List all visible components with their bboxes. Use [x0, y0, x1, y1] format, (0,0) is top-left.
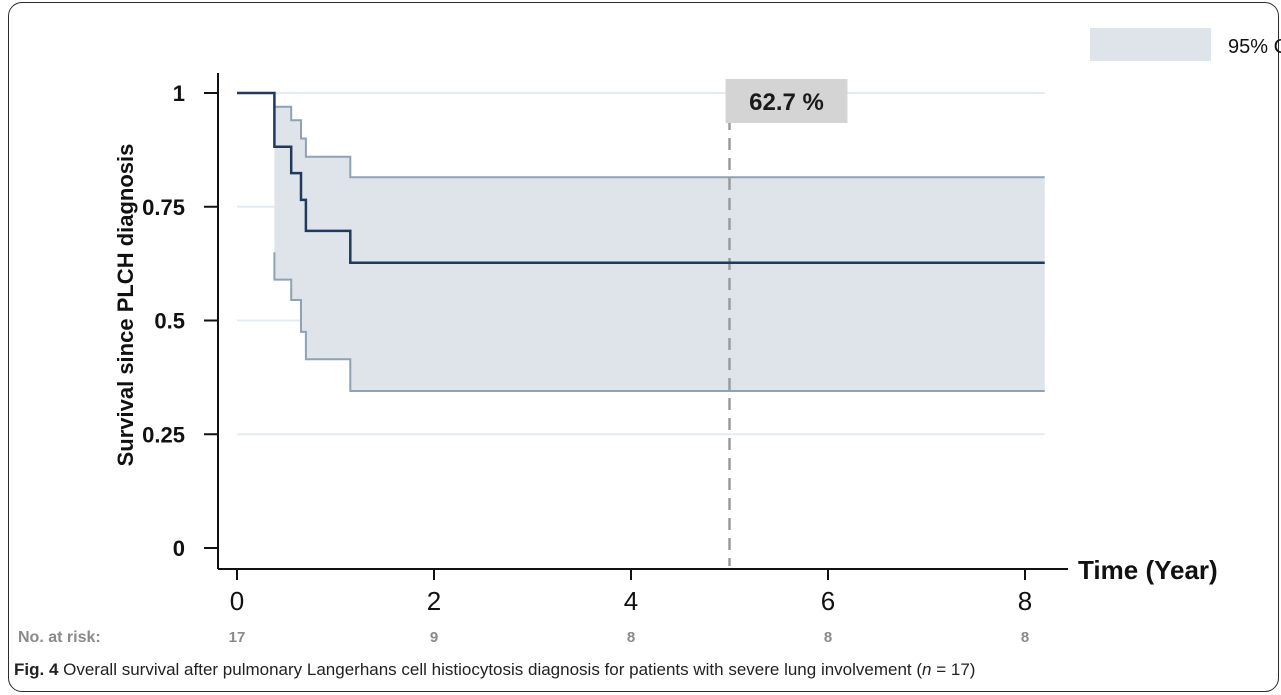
x-tick-label: 8: [1018, 586, 1032, 616]
legend-swatch-ci: [1090, 28, 1211, 61]
y-tick-label: 1: [173, 81, 185, 106]
y-tick-label: 0: [173, 536, 185, 561]
risk-count: 8: [824, 629, 832, 646]
annotation-layer: 62.7 %: [725, 79, 848, 566]
risk-count: 8: [627, 629, 635, 646]
ci-lower-line: [273, 252, 1045, 392]
figure-caption: Fig. 4 Overall survival after pulmonary …: [14, 660, 975, 680]
risk-table-label: No. at risk:: [18, 629, 101, 646]
survival-line: [237, 91, 1045, 264]
y-tick-label: 0.5: [154, 309, 185, 334]
axes: 0 0.25 0.5 0.75 1 0 2 4 6 8 Time (Year) Survival si…: [113, 73, 1218, 616]
figure-frame: [8, 2, 1279, 692]
survival-chart: 62.7 % 0 0.25 0.5 0.75 1 0 2 4 6 8 Time (Year) Surv…: [18, 28, 1281, 646]
ci-band: [274, 106, 1045, 392]
x-tick-label: 6: [821, 586, 835, 616]
x-tick-label: 4: [624, 586, 638, 616]
y-tick-label: 0.75: [142, 195, 185, 220]
y-tick-label: 0.25: [142, 422, 185, 447]
legend: 95% CI: [1090, 28, 1281, 61]
caption-n-symbol: n: [922, 660, 932, 679]
x-axis-title: Time (Year): [1078, 555, 1218, 585]
annotation-box: [725, 79, 848, 123]
annotation-label: 62.7 %: [749, 89, 824, 116]
risk-count: 17: [229, 629, 246, 646]
risk-count: 9: [430, 629, 438, 646]
risk-table: No. at risk: 17 9 8 8 8: [18, 629, 1029, 646]
caption-text-end: = 17): [931, 660, 976, 679]
legend-label-ci: 95% CI: [1228, 36, 1281, 58]
risk-count: 8: [1021, 629, 1029, 646]
ci-upper-line: [274, 105, 1045, 179]
x-tick-label: 0: [230, 586, 244, 616]
x-tick-label: 2: [427, 586, 441, 616]
figure-label: Fig. 4: [14, 660, 59, 679]
y-axis-title: Survival since PLCH diagnosis: [113, 144, 138, 467]
caption-text: Overall survival after pulmonary Langerh…: [58, 660, 923, 679]
